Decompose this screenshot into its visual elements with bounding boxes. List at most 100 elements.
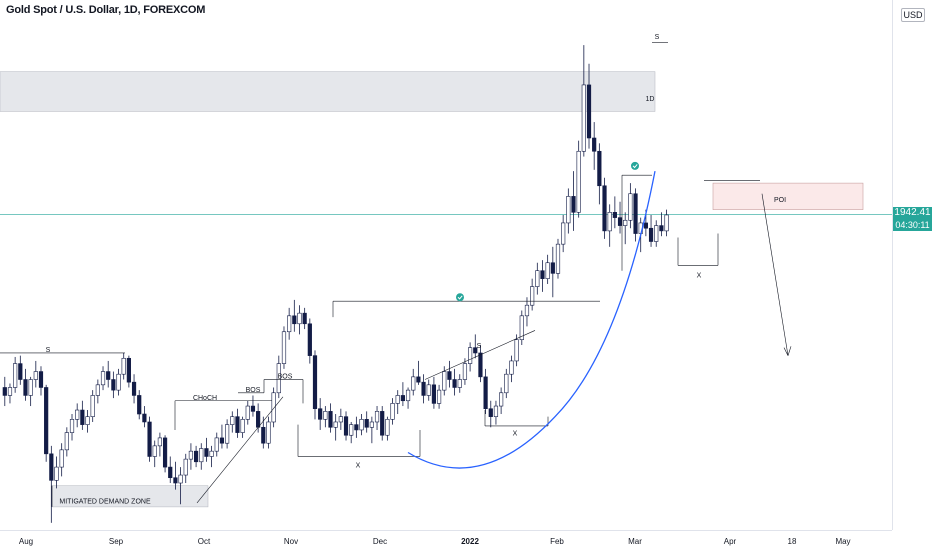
candle-body: [390, 403, 395, 420]
candle-body: [359, 419, 364, 431]
candle-body: [576, 150, 581, 213]
candles-group: [2, 45, 669, 523]
candle-body: [405, 389, 411, 402]
candle-body: [178, 474, 183, 484]
candle-body: [442, 371, 447, 391]
candle-body: [571, 196, 576, 213]
candle-body: [188, 450, 194, 460]
candle-body: [385, 419, 390, 436]
candle-countdown: 04:30:11: [895, 220, 930, 230]
x-tick-label: Nov: [284, 537, 298, 546]
candle-body: [281, 331, 287, 364]
candle-body: [349, 424, 354, 436]
candle-body: [499, 392, 504, 407]
candle-body: [602, 185, 607, 232]
annotation-label: CHoCH: [193, 395, 217, 402]
check-marker: [631, 161, 639, 170]
candle-body: [633, 193, 638, 234]
candle-body: [416, 376, 421, 383]
candle-body: [488, 408, 493, 417]
x-tick-label: May: [835, 537, 850, 546]
candle-body: [395, 395, 400, 404]
candle-body: [137, 395, 142, 415]
time-axis[interactable]: [0, 530, 892, 551]
candle-body: [28, 379, 33, 396]
candle-body: [530, 286, 535, 306]
candle-body: [59, 449, 64, 468]
candle-body: [287, 315, 292, 333]
candle-body: [276, 363, 281, 394]
candle-body: [462, 363, 468, 380]
candle-body: [292, 315, 297, 325]
candle-body: [193, 450, 199, 463]
price-axis[interactable]: [892, 0, 932, 530]
candle-body: [623, 219, 628, 226]
candle-body: [173, 477, 178, 484]
candle-body: [664, 214, 669, 232]
candle-body: [230, 416, 235, 425]
candle-body: [535, 270, 540, 287]
candle-body: [607, 212, 612, 232]
candle-body: [452, 379, 457, 388]
candle-body: [550, 262, 555, 274]
candle-body: [23, 379, 28, 396]
candle-body: [467, 347, 473, 364]
check-icon: [632, 164, 638, 169]
candle-body: [245, 405, 250, 420]
candle-body: [307, 323, 312, 356]
annotation-label: BOS: [246, 387, 261, 394]
candle-body: [447, 371, 452, 380]
candle-body: [49, 453, 54, 481]
candle-body: [504, 373, 509, 394]
candle-body: [162, 437, 168, 468]
candle-body: [421, 381, 426, 396]
candle-body: [199, 448, 204, 463]
candle-body: [95, 384, 100, 396]
candle-body: [338, 416, 343, 423]
supply-zone: [0, 71, 656, 112]
candle-body: [648, 227, 654, 242]
annotation-label: X: [697, 273, 702, 280]
candle-body: [183, 458, 188, 476]
candle-body: [597, 150, 602, 187]
candle-body: [69, 419, 75, 433]
poi-zone: [712, 182, 864, 210]
candle-body: [2, 387, 7, 396]
annotation-label: S: [655, 34, 660, 41]
candle-body: [168, 466, 173, 479]
candle-body: [478, 352, 483, 378]
candle-body: [457, 379, 462, 388]
candle-body: [7, 387, 13, 396]
candle-body: [100, 371, 106, 386]
candle-body: [54, 466, 59, 481]
candle-body: [514, 339, 519, 362]
candle-body: [38, 371, 44, 388]
candle-body: [519, 315, 524, 341]
currency-button[interactable]: USD: [901, 8, 925, 22]
x-tick-label: 2022: [461, 537, 479, 546]
candle-body: [90, 395, 95, 417]
candle-body: [364, 419, 369, 428]
candle-body: [214, 437, 219, 452]
candle-body: [157, 437, 163, 447]
candle-body: [209, 450, 214, 457]
candle-body: [354, 424, 359, 431]
candle-body: [312, 355, 318, 410]
candle-body: [256, 411, 261, 428]
candle-body: [493, 405, 499, 417]
candle-body: [147, 421, 152, 457]
candle-body: [219, 437, 225, 444]
candle-body: [33, 371, 38, 380]
x-tick-label: Dec: [373, 537, 387, 546]
candle-body: [612, 212, 617, 218]
candle-body: [328, 411, 333, 428]
x-tick-label: Sep: [109, 537, 124, 546]
x-tick-label: Feb: [550, 537, 564, 546]
candle-body: [431, 384, 437, 404]
candle-body: [131, 381, 137, 396]
candle-body: [374, 411, 380, 423]
projection-line: [761, 193, 789, 356]
annotation-label: MITIGATED DEMAND ZONE: [59, 498, 151, 505]
